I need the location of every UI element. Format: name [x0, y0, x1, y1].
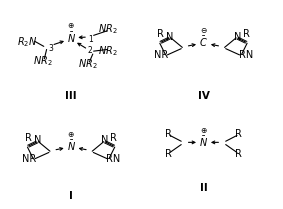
Text: $\oplus$: $\oplus$ [67, 130, 75, 139]
Text: NR: NR [154, 50, 168, 60]
Text: $NR_2$: $NR_2$ [33, 54, 53, 68]
Text: 1: 1 [88, 36, 93, 45]
Text: RN: RN [239, 50, 253, 60]
Text: 3: 3 [48, 44, 53, 53]
Text: N: N [166, 32, 173, 42]
Text: II: II [200, 182, 207, 192]
Text: IV: IV [198, 91, 209, 101]
Text: R: R [157, 29, 164, 39]
Text: $\bar{N}$: $\bar{N}$ [199, 135, 208, 149]
Text: R: R [243, 29, 250, 39]
Text: R: R [110, 133, 117, 143]
Text: R: R [235, 129, 242, 139]
Text: N: N [233, 32, 241, 42]
Text: N: N [101, 135, 109, 145]
Text: R: R [235, 149, 242, 159]
Text: $NR_2$: $NR_2$ [98, 22, 117, 36]
Text: $R_2N$: $R_2N$ [17, 35, 38, 49]
Text: $\oplus$: $\oplus$ [67, 21, 75, 30]
Text: R: R [165, 129, 172, 139]
Text: R: R [25, 133, 32, 143]
Text: $NR_2$: $NR_2$ [78, 57, 98, 71]
Text: R: R [165, 149, 172, 159]
Text: $\bar{N}$: $\bar{N}$ [67, 31, 76, 45]
Text: I: I [69, 191, 73, 201]
Text: $\ominus$: $\ominus$ [200, 26, 207, 35]
Text: 2: 2 [87, 46, 92, 55]
Text: III: III [65, 91, 77, 101]
Text: $\bar{C}$: $\bar{C}$ [199, 35, 208, 49]
Text: $NR_2$: $NR_2$ [98, 44, 117, 58]
Text: $\bar{N}$: $\bar{N}$ [67, 139, 76, 153]
Text: $\oplus$: $\oplus$ [200, 126, 207, 135]
Text: N: N [34, 135, 41, 145]
Text: RN: RN [106, 154, 121, 164]
Text: NR: NR [22, 154, 36, 164]
